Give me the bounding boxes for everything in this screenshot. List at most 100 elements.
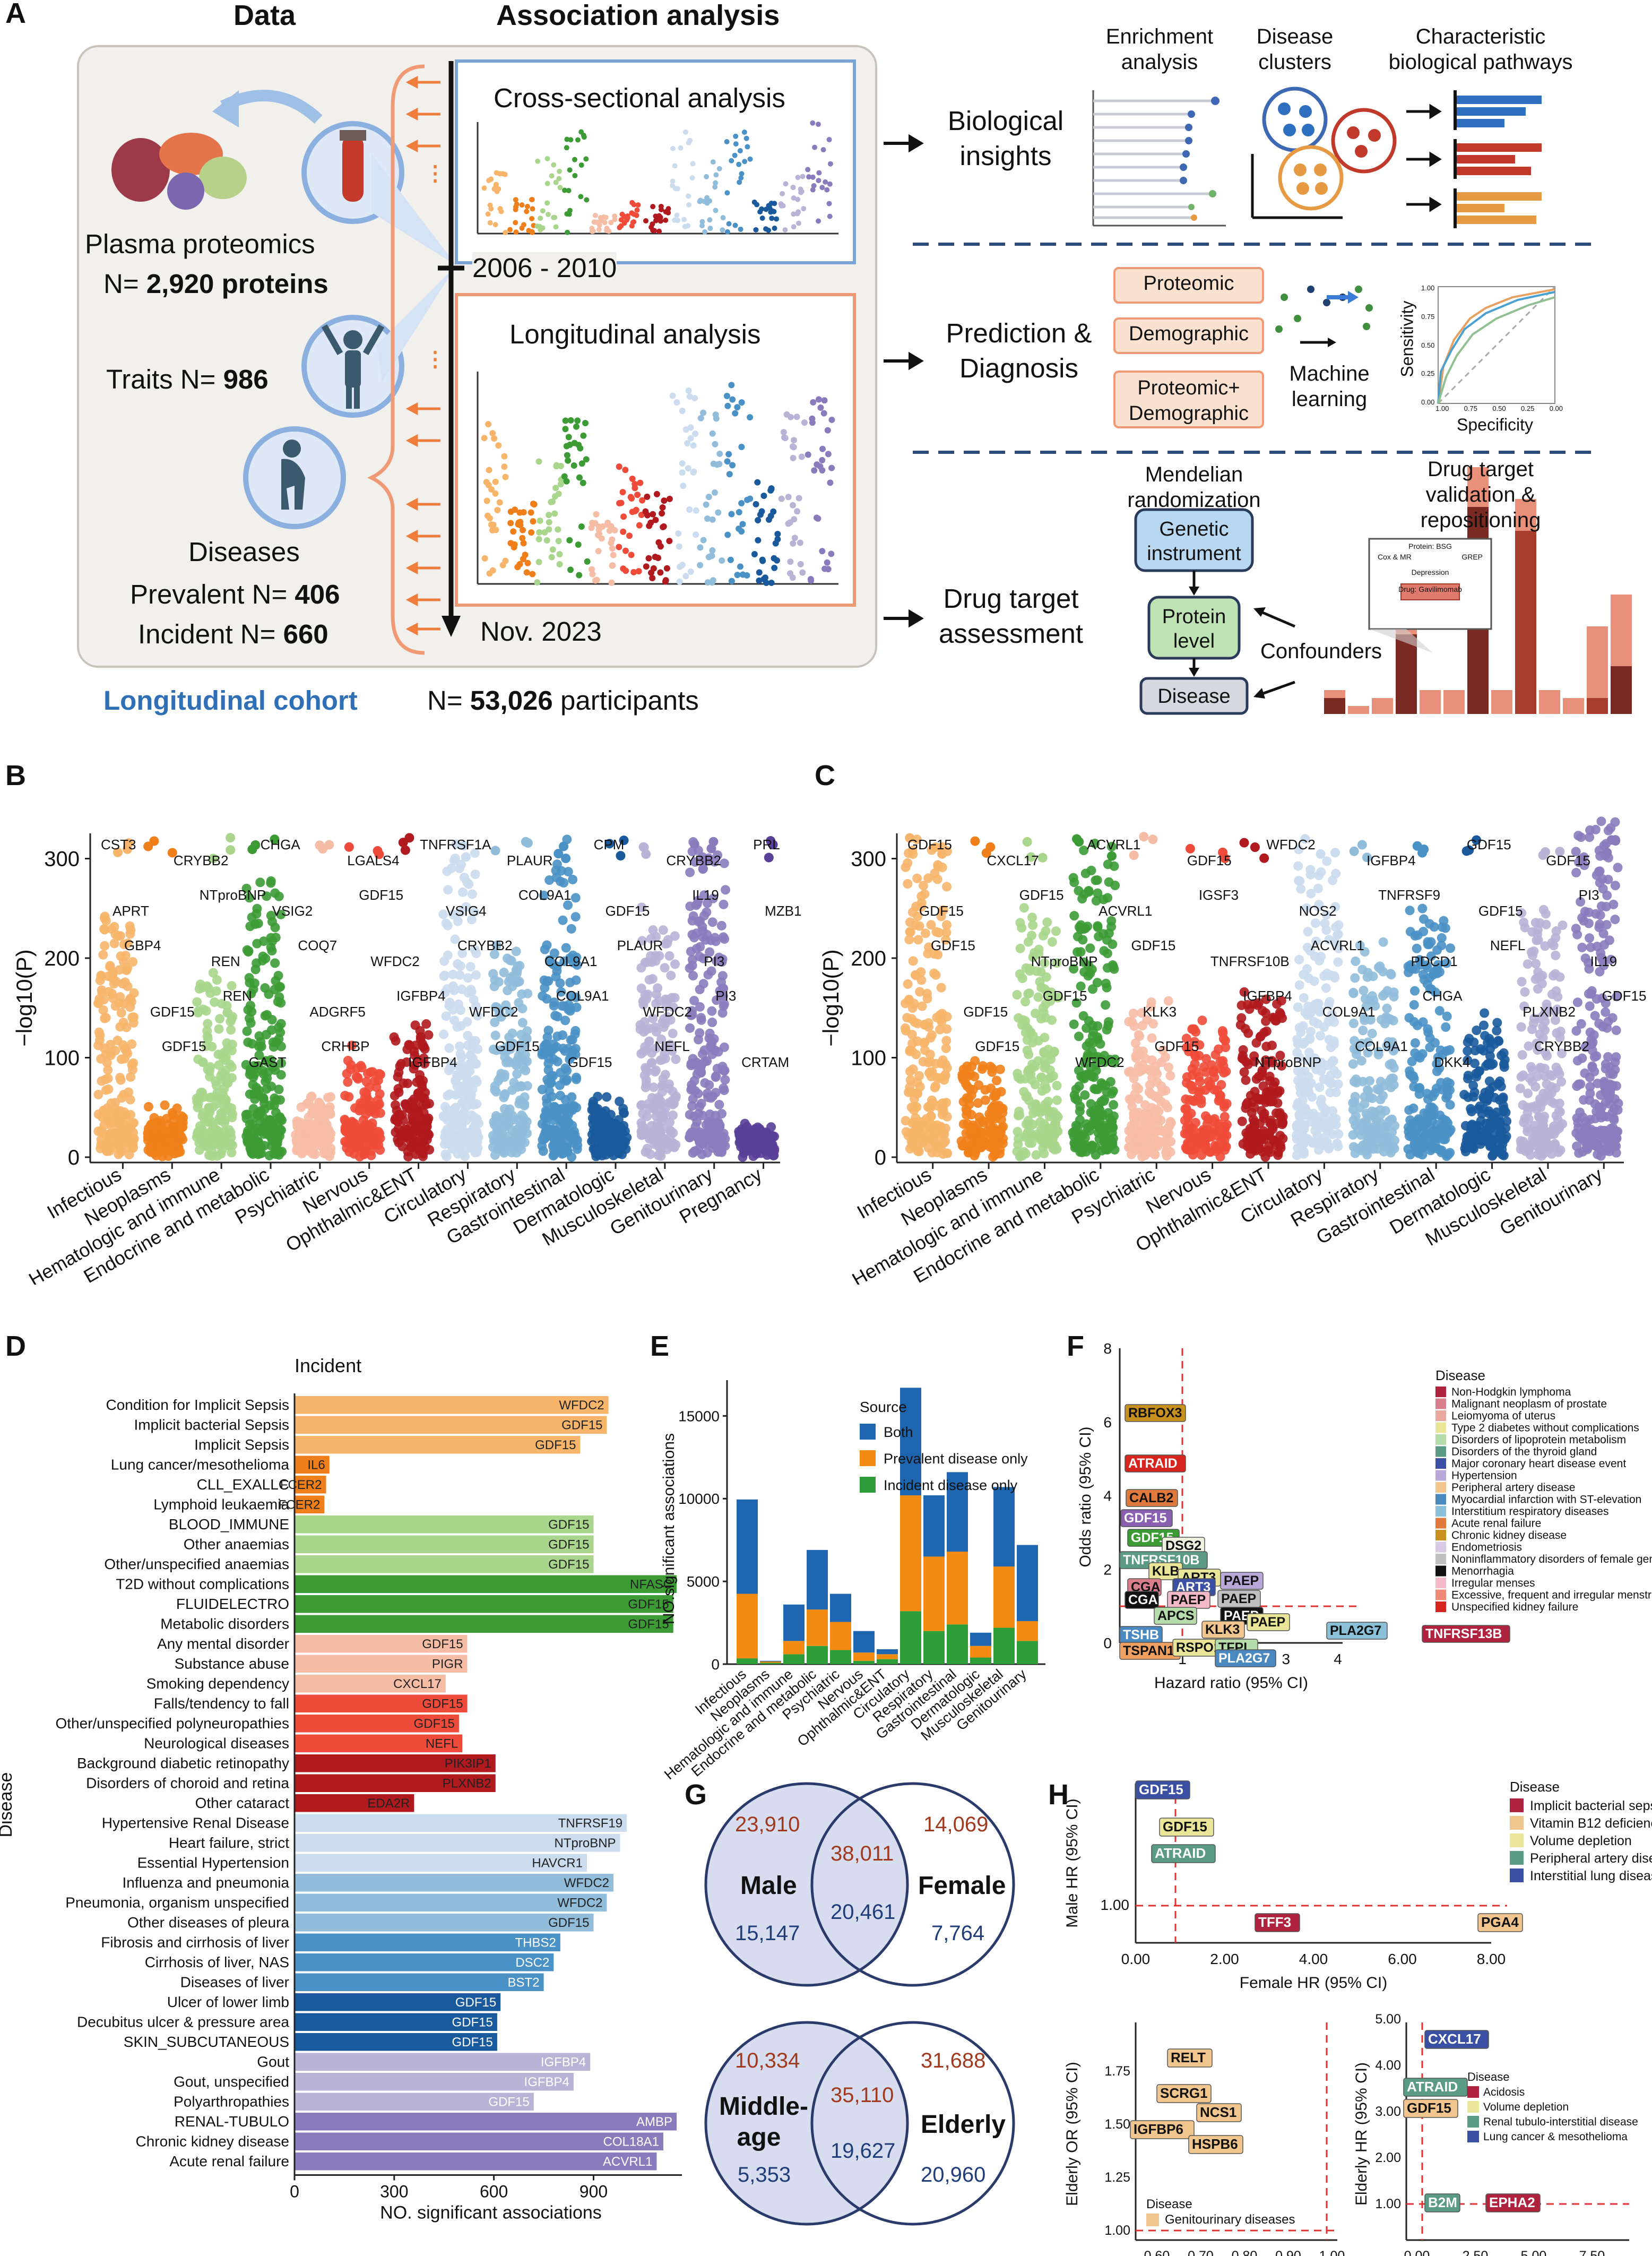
mini-point [778, 495, 785, 502]
manhattan-point [1265, 1147, 1275, 1157]
manhattan-point [642, 1112, 652, 1122]
manhattan-point [463, 1040, 473, 1050]
manhattan-point-top [1026, 852, 1036, 862]
manhattan-point [570, 893, 581, 903]
manhattan-point [272, 1139, 282, 1149]
mini-point [616, 463, 622, 470]
manhattan-point-top [490, 846, 500, 856]
orange-brace [367, 64, 425, 655]
manhattan-point [203, 1019, 213, 1029]
manhattan-point [452, 1070, 462, 1080]
manhattan-point [443, 920, 453, 931]
manhattan-point [1102, 983, 1112, 993]
manhattan-point [417, 1082, 427, 1092]
mini-point [743, 135, 749, 141]
mr-box1-line1: Genetic [1159, 518, 1229, 540]
manhattan-point [668, 1002, 678, 1012]
manhattan-point [1253, 1129, 1263, 1139]
mini-point [693, 531, 699, 538]
manhattan-point [419, 1053, 429, 1063]
mini-point [566, 187, 572, 193]
manhattan-point [1043, 1045, 1053, 1055]
mini-point [811, 467, 818, 474]
manhattan-point [1146, 1002, 1156, 1012]
manhattan-point [375, 1129, 385, 1139]
manhattan-point [472, 1011, 482, 1021]
manhattan-point [964, 1099, 974, 1109]
manhattan-point [516, 1053, 526, 1063]
gene-label: IGFBP4 [396, 988, 445, 1004]
mini-point [565, 457, 572, 464]
manhattan-point [1017, 923, 1027, 933]
manhattan-point [1144, 1064, 1154, 1074]
mini-point [704, 174, 710, 179]
gene-label: IL19 [692, 887, 719, 903]
mini-point [702, 229, 708, 235]
manhattan-point [425, 1145, 435, 1155]
prediction-line1: Prediction & [946, 318, 1092, 348]
manhattan-point [1076, 981, 1086, 992]
manhattan-point [1032, 1130, 1042, 1140]
mini-point [797, 561, 804, 567]
manhattan-point [1244, 1004, 1255, 1014]
manhattan-point [1237, 1116, 1247, 1126]
manhattan-point [546, 958, 556, 968]
prediction-label: Prediction & Diagnosis [923, 316, 1114, 386]
mini-point [790, 454, 797, 461]
manhattan-point [1108, 939, 1118, 949]
manhattan-point [244, 893, 254, 903]
manhattan-point [242, 1026, 252, 1036]
manhattan-point [1132, 1135, 1142, 1146]
manhattan-point [567, 1051, 577, 1061]
mini-point [795, 196, 801, 202]
manhattan-point [1183, 1112, 1193, 1122]
mini-point [810, 174, 816, 180]
manhattan-point [1417, 903, 1428, 914]
manhattan-point [465, 1090, 475, 1100]
mini-point [824, 559, 831, 566]
manhattan-point [552, 966, 562, 976]
mini-point [632, 507, 638, 514]
manhattan-point [472, 1132, 482, 1142]
manhattan-point [1151, 1104, 1161, 1114]
mini-point [708, 579, 715, 586]
manhattan-point [225, 1060, 235, 1070]
mini-point [637, 479, 644, 486]
mini-point [556, 176, 562, 182]
manhattan-point [591, 1119, 601, 1129]
manhattan-point [1294, 876, 1304, 886]
mini-point [704, 515, 711, 522]
manhattan-point [926, 1071, 936, 1081]
manhattan-point [607, 1140, 617, 1150]
manhattan-point [494, 1009, 504, 1019]
panel-a-graphics: ⋮ ⋮ [111, 59, 1632, 715]
mini-point [609, 562, 616, 569]
manhattan-point [567, 1092, 577, 1102]
mini-point [592, 212, 598, 218]
manhattan-point [1076, 920, 1086, 930]
mini-point [575, 137, 581, 143]
manhattan-point [1076, 1071, 1086, 1081]
mini-point [556, 551, 563, 558]
mini-point [634, 207, 640, 213]
participants-value: 53,026 [470, 685, 553, 716]
mini-point [763, 579, 770, 586]
manhattan-point [508, 1143, 518, 1153]
manhattan-point [1196, 1098, 1206, 1108]
roc-ytick: 0.00 [1421, 398, 1435, 406]
manhattan-point [637, 902, 647, 912]
manhattan-point [563, 900, 573, 910]
manhattan-point [1163, 1123, 1173, 1133]
manhattan-point [1329, 1017, 1339, 1027]
manhattan-point [553, 1104, 563, 1114]
mini-point [564, 452, 570, 459]
manhattan-point [940, 1123, 950, 1133]
manhattan-point [740, 1118, 750, 1129]
manhattan-point [214, 1024, 224, 1034]
manhattan-point [970, 1056, 980, 1066]
mini-point [737, 563, 743, 570]
manhattan-point [912, 834, 922, 845]
manhattan-point [920, 1045, 930, 1055]
mini-point [709, 430, 716, 437]
mini-point [674, 212, 680, 218]
